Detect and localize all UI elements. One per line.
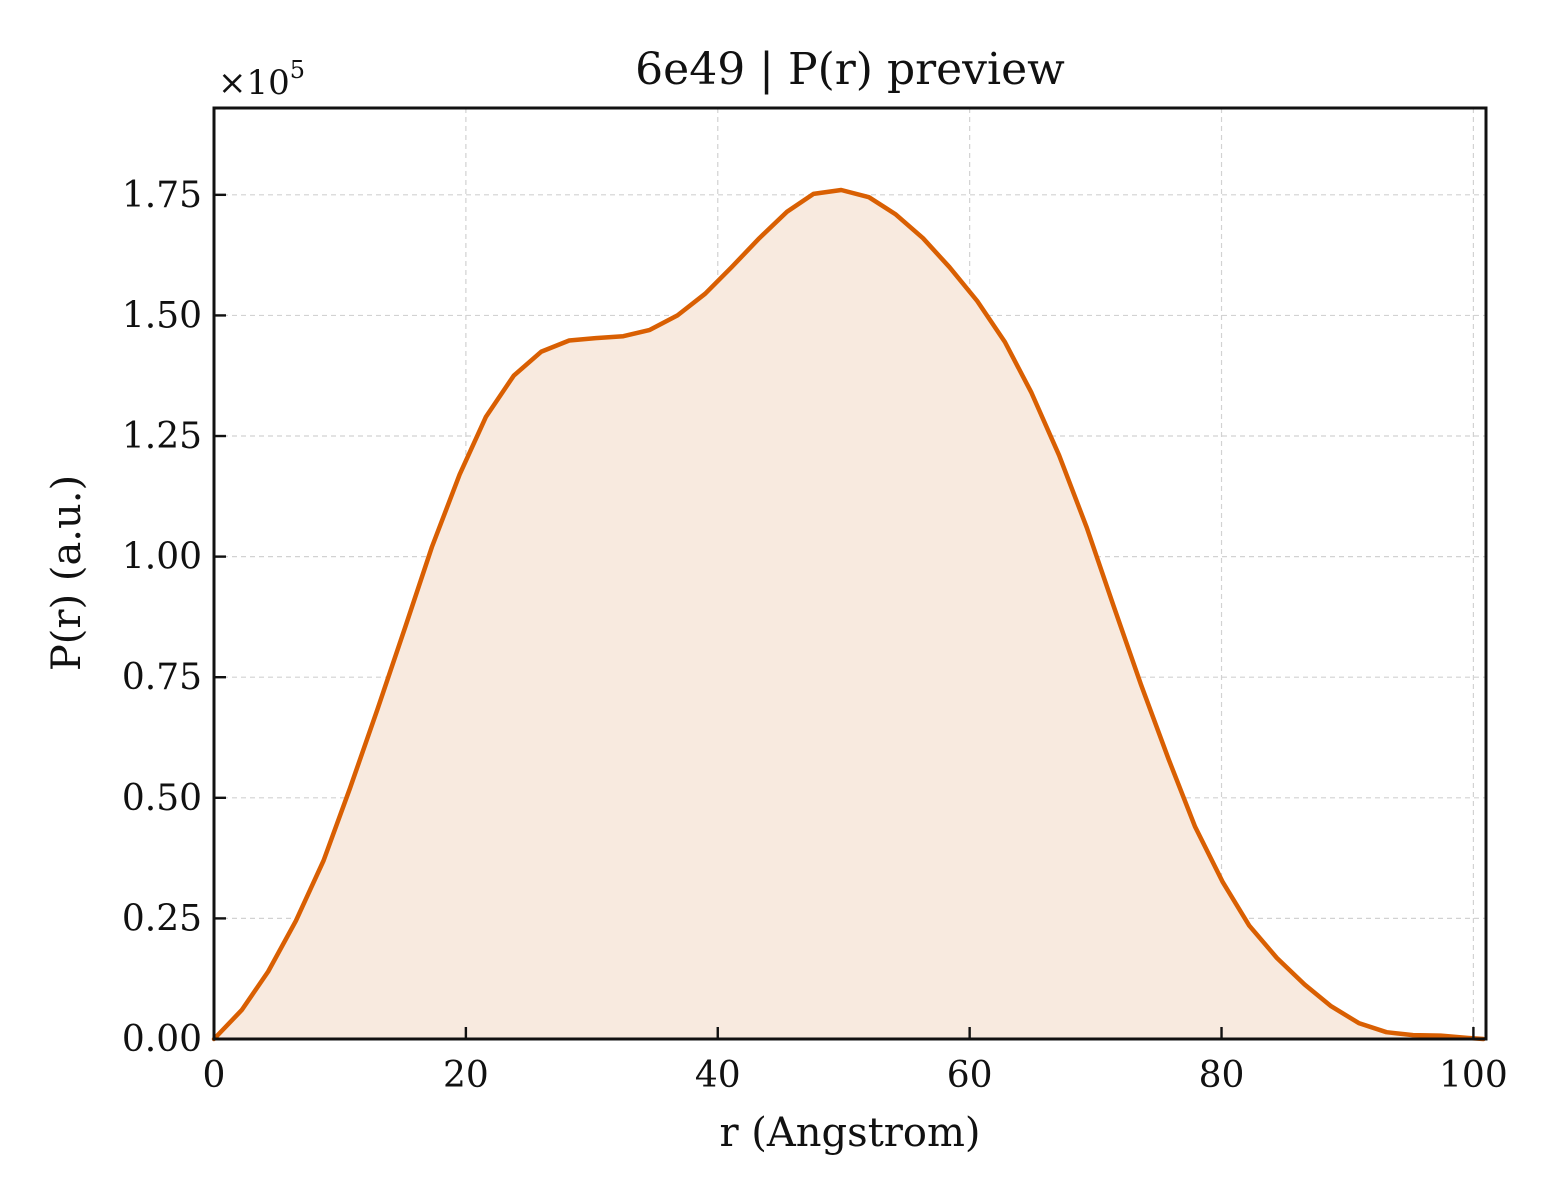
y-tick-label: 0.75 (122, 657, 202, 698)
x-tick-label: 40 (695, 1055, 741, 1096)
x-tick-label: 20 (443, 1055, 489, 1096)
x-axis-title: r (Angstrom) (719, 1110, 980, 1156)
y-tick-label: 1.75 (122, 175, 202, 216)
y-tick-label: 1.25 (122, 416, 202, 457)
y-axis-title: P(r) (a.u.) (44, 475, 90, 671)
y-tick-label: 0.00 (122, 1019, 202, 1060)
y-tick-label: 1.50 (122, 295, 202, 336)
x-tick-label: 80 (1199, 1055, 1245, 1096)
y-axis-multiplier: ×105 (218, 56, 305, 103)
y-tick-label: 0.50 (122, 778, 202, 819)
chart-title: 6e49 | P(r) preview (635, 44, 1065, 95)
y-tick-label: 1.00 (122, 537, 202, 578)
x-tick-label: 0 (203, 1055, 226, 1096)
pr-series-line (211, 187, 1486, 1042)
y-axis-multiplier-base: ×10 (218, 63, 290, 103)
x-tick-label: 100 (1439, 1055, 1508, 1096)
y-tick-label: 0.25 (122, 898, 202, 939)
plot-frame (212, 106, 1488, 1041)
y-axis-multiplier-exponent: 5 (290, 56, 305, 84)
ticks-layer: 0 20 40 60 80 100 0.00 0.25 0.50 0.75 1.00 1.25 1.50… (122, 175, 1508, 1096)
x-tick-label: 60 (947, 1055, 993, 1096)
pr-area-fill (214, 190, 1484, 1039)
